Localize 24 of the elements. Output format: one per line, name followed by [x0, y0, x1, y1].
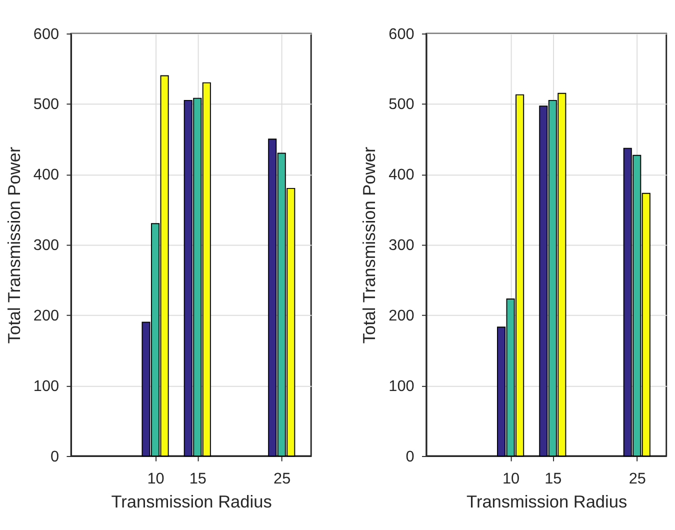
- y-tick-label: 500: [33, 96, 60, 114]
- x-tick-label: 15: [189, 470, 206, 488]
- y-axis-title: Total Transmission Power: [359, 146, 380, 344]
- y-tick-label: 0: [406, 448, 414, 466]
- x-tick-label: 15: [544, 470, 562, 488]
- y-axis-title: Total Transmission Power: [4, 146, 24, 344]
- y-tick-label: 500: [388, 96, 414, 114]
- y-tick-label: 300: [388, 237, 414, 254]
- x-tick-label: 10: [147, 470, 164, 488]
- x-tick-label: 25: [274, 470, 291, 488]
- x-axis-title: Transmission Radius: [111, 491, 272, 512]
- x-tick-label: 10: [502, 470, 520, 488]
- y-tick-label: 400: [388, 166, 414, 184]
- y-tick-label: 300: [33, 237, 60, 254]
- y-tick-label: 600: [388, 26, 414, 43]
- y-tick-label: 100: [388, 378, 414, 395]
- y-tick-label: 0: [50, 448, 60, 466]
- y-tick-label: 400: [33, 166, 60, 184]
- y-tick-label: 100: [33, 378, 60, 395]
- x-axis-title: Transmission Radius: [466, 491, 628, 512]
- x-tick-label: 25: [628, 470, 646, 488]
- y-tick-label: 200: [33, 307, 60, 324]
- y-tick-label: 200: [388, 307, 414, 324]
- y-tick-label: 600: [33, 26, 60, 43]
